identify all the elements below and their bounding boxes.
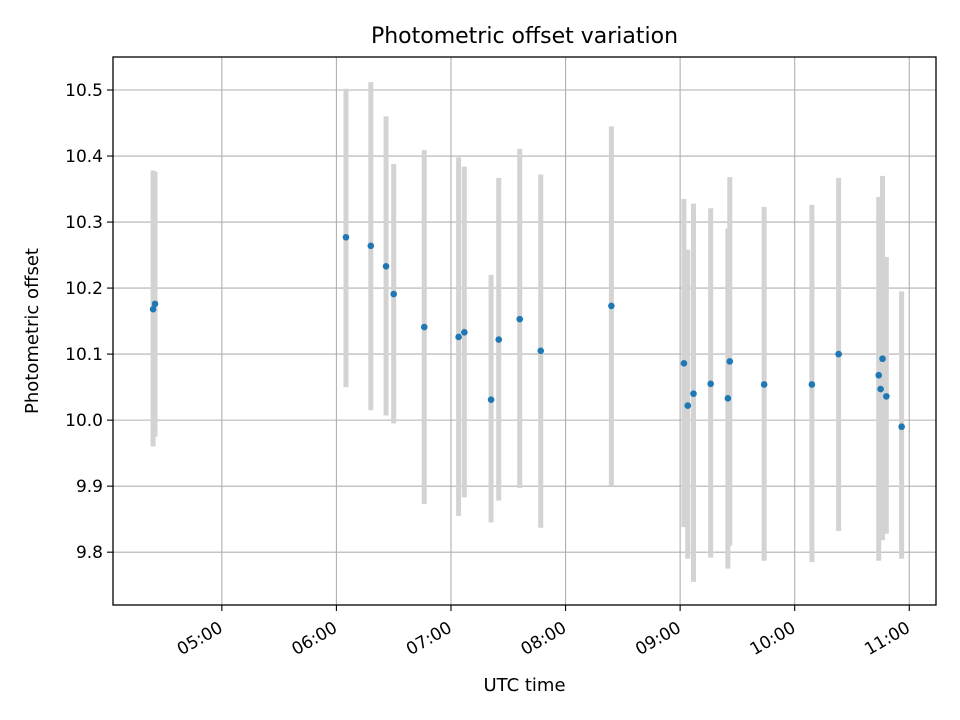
data-point bbox=[151, 300, 159, 308]
y-tick-label: 10.5 bbox=[65, 81, 103, 101]
data-point bbox=[707, 380, 714, 388]
data-point bbox=[487, 396, 495, 403]
data-point bbox=[382, 262, 390, 270]
data-point bbox=[808, 381, 816, 388]
plot-frame bbox=[112, 56, 937, 606]
data-point bbox=[455, 333, 462, 341]
x-axis-label: UTC time bbox=[483, 675, 565, 696]
data-point bbox=[726, 358, 734, 365]
data-point bbox=[883, 393, 890, 400]
data-point bbox=[149, 305, 157, 313]
y-tick-label: 10.4 bbox=[65, 147, 103, 167]
data-point bbox=[461, 329, 468, 336]
data-point bbox=[495, 336, 503, 343]
data-point bbox=[608, 302, 615, 310]
data-point bbox=[342, 233, 350, 241]
data-point bbox=[367, 242, 375, 250]
data-point bbox=[760, 381, 768, 388]
gridlines bbox=[113, 57, 936, 605]
data-point bbox=[680, 360, 688, 367]
y-tick-label: 10.3 bbox=[65, 213, 103, 233]
chart-title: Photometric offset variation bbox=[371, 24, 678, 49]
data-point bbox=[875, 371, 883, 379]
y-tick-label: 10.0 bbox=[65, 411, 103, 431]
data-point bbox=[516, 315, 524, 323]
y-tick-label: 10.1 bbox=[65, 345, 103, 365]
y-axis-ticks: 9.8 9.9 10.0 10.1 10.2 10.3 10.4 10.5 bbox=[65, 81, 113, 563]
data-point bbox=[724, 395, 732, 402]
y-tick-label: 10.2 bbox=[65, 279, 103, 299]
data-point bbox=[537, 347, 545, 355]
data-point bbox=[898, 423, 905, 431]
y-tick-label: 9.8 bbox=[76, 543, 103, 563]
data-point bbox=[877, 385, 884, 393]
y-tick-label: 9.9 bbox=[76, 477, 103, 497]
y-axis-label: Photometric offset bbox=[22, 248, 43, 414]
data-point bbox=[684, 402, 692, 409]
data-point bbox=[390, 290, 397, 298]
data-point bbox=[879, 355, 886, 363]
data-points bbox=[149, 233, 905, 431]
data-point bbox=[690, 390, 697, 398]
data-point bbox=[420, 323, 428, 331]
data-point bbox=[835, 350, 842, 358]
